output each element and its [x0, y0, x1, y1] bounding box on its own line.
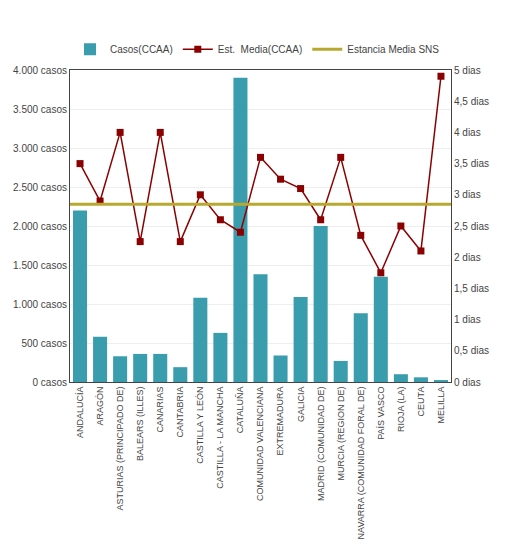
- svg-text:500 casos: 500 casos: [21, 338, 67, 349]
- svg-text:CANTABRIA: CANTABRIA: [175, 387, 185, 438]
- svg-text:ASTURIAS (PRINCIPADO DE): ASTURIAS (PRINCIPADO DE): [115, 387, 125, 511]
- svg-text:BALEARS (ILLES): BALEARS (ILLES): [135, 387, 145, 462]
- svg-text:CATALUÑA: CATALUÑA: [235, 387, 245, 434]
- svg-text:1,5 dias: 1,5 dias: [454, 283, 489, 294]
- svg-text:0,5 dias: 0,5 dias: [454, 345, 489, 356]
- svg-text:EXTREMADURA: EXTREMADURA: [275, 387, 285, 456]
- svg-text:4,5 dias: 4,5 dias: [454, 96, 489, 107]
- svg-text:MURCIA (REGION DE): MURCIA (REGION DE): [336, 387, 346, 481]
- svg-text:ANDALUCÍA: ANDALUCÍA: [75, 387, 85, 439]
- svg-text:4 dias: 4 dias: [454, 127, 481, 138]
- svg-text:0 casos: 0 casos: [33, 377, 67, 388]
- svg-text:3.000 casos: 3.000 casos: [13, 143, 67, 154]
- svg-text:3 dias: 3 dias: [454, 189, 481, 200]
- svg-text:2 dias: 2 dias: [454, 252, 481, 263]
- svg-text:1.000 casos: 1.000 casos: [13, 299, 67, 310]
- svg-text:2,5 dias: 2,5 dias: [454, 221, 489, 232]
- svg-text:Estancia Media SNS: Estancia Media SNS: [347, 44, 439, 55]
- svg-text:COMUNIDAD VALENCIANA: COMUNIDAD VALENCIANA: [255, 387, 265, 501]
- svg-text:Casos(CCAA): Casos(CCAA): [110, 44, 173, 55]
- svg-text:1 dias: 1 dias: [454, 314, 481, 325]
- svg-text:5 dias: 5 dias: [454, 65, 481, 76]
- svg-text:CEUTA: CEUTA: [416, 387, 426, 417]
- svg-text:GALICIA: GALICIA: [296, 387, 306, 423]
- svg-text:PAÍS VASCO: PAÍS VASCO: [376, 387, 386, 440]
- svg-text:CASTILLA - LA MANCHA: CASTILLA - LA MANCHA: [215, 387, 225, 489]
- svg-text:MELILLA: MELILLA: [436, 387, 446, 424]
- svg-text:0 dias: 0 dias: [454, 377, 481, 388]
- svg-text:2.000 casos: 2.000 casos: [13, 221, 67, 232]
- svg-text:MADRID (COMUNIDAD DE): MADRID (COMUNIDAD DE): [316, 387, 326, 502]
- svg-text:RIOJA (LA): RIOJA (LA): [396, 387, 406, 433]
- svg-text:NAVARRA (COMUNIDAD FORAL DE): NAVARRA (COMUNIDAD FORAL DE): [356, 387, 366, 540]
- svg-text:4.000 casos: 4.000 casos: [13, 65, 67, 76]
- svg-text:2.500 casos: 2.500 casos: [13, 182, 67, 193]
- svg-text:CANARIAS: CANARIAS: [155, 387, 165, 433]
- svg-text:1.500 casos: 1.500 casos: [13, 260, 67, 271]
- svg-text:Est. Media(CCAA): Est. Media(CCAA): [218, 44, 302, 55]
- svg-text:CASTILLA Y LEÓN: CASTILLA Y LEÓN: [195, 387, 205, 464]
- svg-text:3.500 casos: 3.500 casos: [13, 104, 67, 115]
- svg-text:ARAGÓN: ARAGÓN: [95, 387, 105, 426]
- svg-text:3,5 dias: 3,5 dias: [454, 158, 489, 169]
